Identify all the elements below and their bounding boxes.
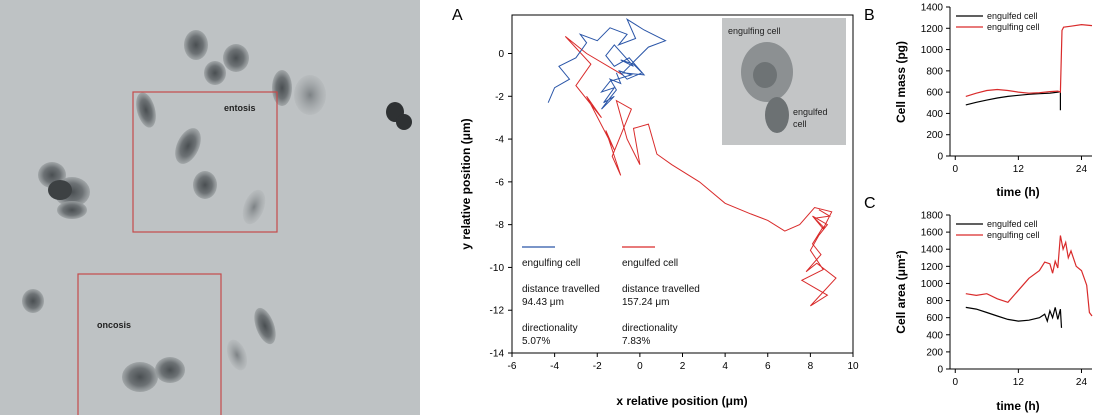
y-axis-label-b: Cell mass (pg) bbox=[894, 41, 908, 123]
legend-label-engulfing: engulfing cell bbox=[522, 258, 580, 269]
cell bbox=[22, 30, 412, 392]
y-tick-label: 600 bbox=[926, 313, 943, 324]
distance-label-engulfing: distance travelled bbox=[522, 284, 600, 295]
x-tick-label: 8 bbox=[808, 361, 814, 372]
y-tick-label: 1400 bbox=[921, 3, 944, 14]
y-tick-label: 400 bbox=[926, 109, 943, 120]
x-tick-label: 12 bbox=[1013, 164, 1025, 175]
series-line bbox=[965, 235, 1093, 317]
y-tick-label: -4 bbox=[495, 135, 504, 146]
x-tick-label: 24 bbox=[1076, 377, 1088, 388]
y-tick-label: 1800 bbox=[921, 211, 944, 222]
y-tick-label: 1000 bbox=[921, 45, 944, 56]
x-tick-label: 2 bbox=[680, 361, 686, 372]
legend-label-engulfed-b: engulfed cell bbox=[987, 11, 1038, 21]
micrograph-image: entosis oncosis bbox=[0, 0, 420, 415]
y-tick-label: 1000 bbox=[921, 279, 944, 290]
directionality-label-engulfing: directionality bbox=[522, 323, 578, 334]
legend-label-engulfing-b: engulfing cell bbox=[987, 22, 1040, 32]
y-tick-label: 0 bbox=[937, 152, 943, 163]
x-tick-label: -2 bbox=[593, 361, 602, 372]
x-tick-label: -6 bbox=[508, 361, 517, 372]
cell-mass-chart: 0 12 24 0 200 400 600 800 1000 1200 1400 engulfed… bbox=[894, 3, 1093, 199]
y-tick-label: -10 bbox=[490, 263, 505, 274]
trajectory-line bbox=[547, 18, 667, 110]
y-tick-label: 1600 bbox=[921, 228, 944, 239]
y-tick-label: -2 bbox=[495, 92, 504, 103]
x-tick-label: 0 bbox=[952, 164, 958, 175]
y-axis-label-c: Cell area (μm²) bbox=[894, 250, 908, 333]
distance-value-engulfing: 94.43 μm bbox=[522, 297, 564, 308]
legend-label-engulfed: engulfed cell bbox=[622, 258, 678, 269]
x-tick-label: 4 bbox=[722, 361, 728, 372]
x-axis-label-b: time (h) bbox=[996, 185, 1039, 199]
directionality-value-engulfed: 7.83% bbox=[622, 336, 650, 347]
x-tick-label: 24 bbox=[1076, 164, 1088, 175]
entosis-region-box bbox=[132, 91, 278, 233]
y-tick-label: 1200 bbox=[921, 262, 944, 273]
series-line bbox=[965, 306, 1063, 328]
series-line bbox=[965, 90, 1062, 111]
panel-letter-b: B bbox=[864, 7, 875, 24]
series-line bbox=[965, 23, 1093, 97]
x-tick-label: 12 bbox=[1013, 377, 1025, 388]
y-tick-label: -12 bbox=[490, 306, 505, 317]
y-tick-label: 800 bbox=[926, 296, 943, 307]
x-tick-label: 6 bbox=[765, 361, 771, 372]
panel-letter-a: A bbox=[452, 7, 463, 24]
directionality-label-engulfed: directionality bbox=[622, 323, 678, 334]
x-tick-label: 10 bbox=[847, 361, 859, 372]
oncosis-region-box bbox=[77, 273, 222, 415]
x-tick-label: 0 bbox=[952, 377, 958, 388]
x-tick-label: -4 bbox=[550, 361, 559, 372]
trajectory-chart: -6 -4 -2 0 2 4 6 8 10 0 -2 -4 -6 -8 -10 -12 -14 engulfi… bbox=[459, 14, 859, 408]
y-tick-label: 600 bbox=[926, 88, 943, 99]
y-tick-label: -14 bbox=[490, 349, 505, 360]
inset-photo: engulfing cell engulfed cell bbox=[722, 18, 846, 145]
y-tick-label: -8 bbox=[495, 220, 504, 231]
y-tick-label: 0 bbox=[498, 49, 504, 60]
x-tick-label: 0 bbox=[637, 361, 643, 372]
y-tick-label: 800 bbox=[926, 66, 943, 77]
cell-area-chart: 0 12 24 020040060080010001200140016001800 … bbox=[894, 211, 1093, 413]
x-axis-label-a: x relative position (μm) bbox=[616, 394, 747, 408]
trajectory-line bbox=[564, 36, 837, 307]
distance-label-engulfed: distance travelled bbox=[622, 284, 700, 295]
x-axis-label-c: time (h) bbox=[996, 399, 1039, 413]
legend-label-engulfed-c: engulfed cell bbox=[987, 219, 1038, 229]
legend-label-engulfing-c: engulfing cell bbox=[987, 230, 1040, 240]
y-tick-label: 200 bbox=[926, 130, 943, 141]
y-tick-label: 200 bbox=[926, 347, 943, 358]
inset-bottom-label: engulfed cell bbox=[793, 107, 828, 129]
y-tick-label: 1400 bbox=[921, 245, 944, 256]
y-axis-label-a: y relative position (μm) bbox=[459, 118, 473, 249]
oncosis-label: oncosis bbox=[97, 320, 131, 330]
y-tick-label: 1200 bbox=[921, 24, 944, 35]
y-tick-label: 400 bbox=[926, 330, 943, 341]
y-tick-label: 0 bbox=[937, 365, 943, 376]
y-tick-label: -6 bbox=[495, 177, 504, 188]
panel-letter-c: C bbox=[864, 195, 876, 212]
distance-value-engulfed: 157.24 μm bbox=[622, 297, 669, 308]
directionality-value-engulfing: 5.07% bbox=[522, 336, 550, 347]
entosis-label: entosis bbox=[224, 103, 256, 113]
inset-top-label: engulfing cell bbox=[728, 26, 781, 36]
